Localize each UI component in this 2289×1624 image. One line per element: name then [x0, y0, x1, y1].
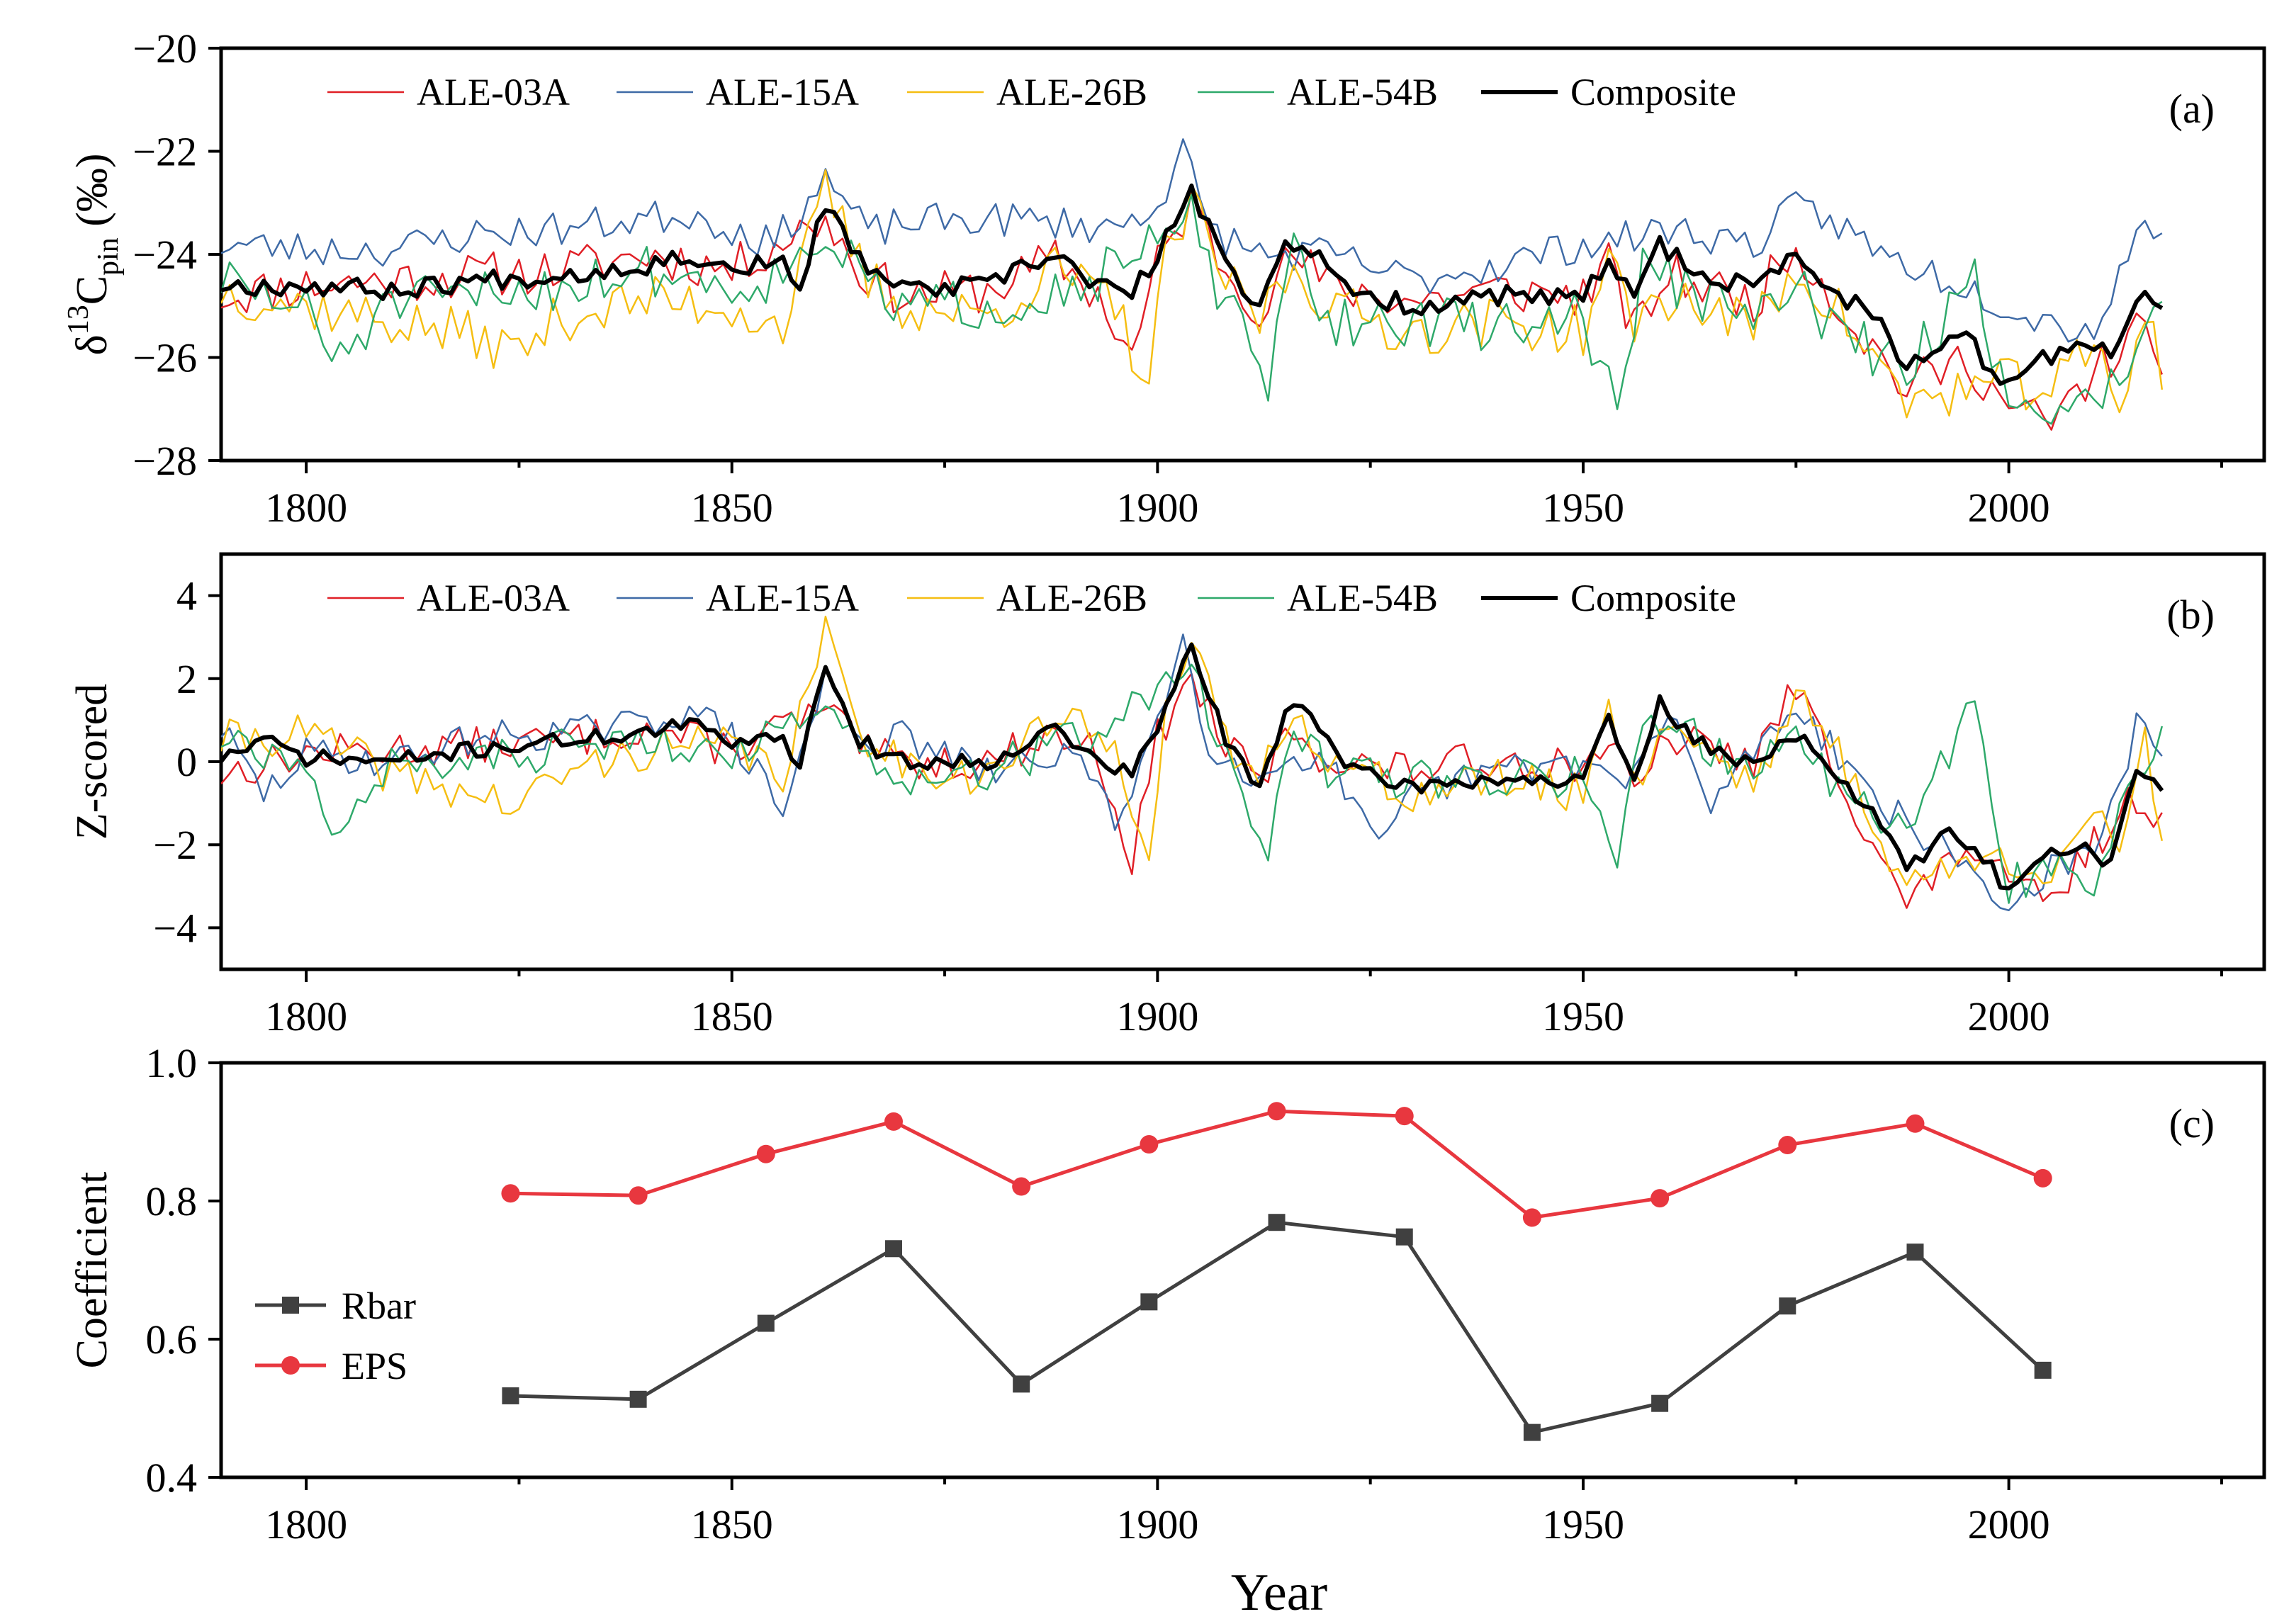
legend-marker-rbar — [282, 1297, 299, 1314]
y-tick-label: −4 — [153, 905, 197, 951]
rbar-point — [1906, 1244, 1924, 1261]
legend-label-ale-15a: ALE-15A — [706, 71, 859, 113]
eps-point — [1395, 1107, 1414, 1126]
rbar-point — [884, 1240, 902, 1258]
y-tick-label: 1.0 — [146, 1040, 198, 1086]
legend-label-ale-54b: ALE-54B — [1287, 577, 1438, 619]
y-tick-label: −20 — [133, 26, 197, 72]
panel-label: (a) — [2169, 86, 2215, 132]
eps-point — [884, 1112, 903, 1131]
legend-label-rbar: Rbar — [342, 1285, 416, 1327]
y-tick-label: −2 — [153, 822, 197, 868]
y-tick-label: 0.4 — [146, 1455, 198, 1501]
y-axis-title: Z-scored — [68, 684, 116, 840]
legend-marker-eps — [281, 1356, 300, 1375]
eps-point — [1906, 1114, 1925, 1133]
series-line-composite — [221, 184, 2164, 386]
y-axis-title-sup: 13 — [62, 305, 95, 334]
y-axis-title-suffix: (‰) — [68, 153, 116, 237]
rbar-point — [1779, 1297, 1796, 1315]
y-tick-label: −28 — [133, 438, 197, 484]
eps-point — [629, 1186, 648, 1205]
legend-label-ale-15a: ALE-15A — [706, 577, 859, 619]
series-line-ale-15a — [221, 633, 2163, 912]
y-axis-title: Coefficient — [68, 1172, 116, 1369]
legend-label-ale-03a: ALE-03A — [417, 71, 570, 113]
rbar-point — [757, 1314, 775, 1332]
eps-point — [1267, 1102, 1286, 1121]
rbar-point — [1395, 1228, 1413, 1246]
plot-area — [501, 1102, 2052, 1441]
eps-point — [1012, 1177, 1031, 1196]
y-tick-label: −26 — [133, 335, 197, 381]
y-tick-label: 0.8 — [146, 1178, 198, 1224]
eps-point — [1650, 1189, 1670, 1208]
y-tick-label: −22 — [133, 129, 197, 175]
panel-c: 0.4 0.6 0.8 1.0 1800 1850 1900 1950 2000 (c) Coeff… — [68, 1040, 2266, 1547]
y-tick-label: 0.6 — [146, 1316, 198, 1363]
panel-b: −4 −2 0 2 4 1800 1850 1900 1950 2000 (b) Z-scored AL… — [68, 552, 2266, 1039]
y-axis-title: δ13Cpin (‰) — [62, 153, 125, 355]
legend-label-composite: Composite — [1570, 577, 1736, 619]
x-tick-label: 2000 — [1968, 993, 2050, 1039]
y-tick-label: 0 — [176, 739, 197, 785]
eps-point — [1522, 1208, 1541, 1227]
legend-label-eps: EPS — [342, 1345, 407, 1387]
series-line-ale-54b — [221, 663, 2164, 904]
series-line-composite — [221, 642, 2164, 891]
x-tick-label: 1850 — [691, 1501, 773, 1547]
series-line-ale-54b — [221, 193, 2163, 425]
rbar-point — [1013, 1375, 1030, 1393]
panel-label: (c) — [2169, 1100, 2215, 1146]
y-tick-label: −24 — [133, 232, 197, 278]
series-line-ale-15a — [221, 138, 2163, 343]
rbar-point — [2034, 1361, 2052, 1379]
y-axis-title-sub: pin — [92, 237, 125, 276]
x-tick-label: 2000 — [1968, 485, 2050, 531]
y-tick-label: 4 — [176, 573, 197, 619]
rbar-point — [502, 1387, 519, 1404]
x-tick-label: 1800 — [265, 485, 347, 531]
x-tick-label: 1900 — [1116, 1501, 1198, 1547]
x-tick-label: 1950 — [1542, 993, 1624, 1039]
x-tick-label: 1950 — [1542, 485, 1624, 531]
x-axis-title: Year — [1231, 1564, 1327, 1622]
x-tick-label: 2000 — [1968, 1501, 2050, 1547]
plot-area — [221, 138, 2164, 431]
legend-label-ale-26b: ALE-26B — [996, 577, 1147, 619]
plot-frame — [219, 1061, 2266, 1479]
x-tick-label: 1900 — [1116, 993, 1198, 1039]
rbar-point — [1651, 1394, 1669, 1412]
rbar-point — [1140, 1293, 1158, 1311]
y-tick-label: 2 — [176, 656, 197, 702]
x-tick-label: 1800 — [265, 993, 347, 1039]
x-tick-label: 1850 — [691, 993, 773, 1039]
panel-a: −28 −26 −24 −22 −20 1800 1850 1900 1950 2000 (a) δ1… — [62, 26, 2266, 531]
eps-point — [2033, 1168, 2052, 1188]
panel-label: (b) — [2166, 592, 2215, 638]
eps-point — [1778, 1136, 1797, 1155]
x-tick-label: 1850 — [691, 485, 773, 531]
y-axis-title-prefix: δ — [68, 334, 116, 355]
x-tick-label: 1900 — [1116, 485, 1198, 531]
legend-label-ale-54b: ALE-54B — [1287, 71, 1438, 113]
legend-label-ale-03a: ALE-03A — [417, 577, 570, 619]
eps-point — [1140, 1135, 1159, 1154]
y-axis-title-main: C — [68, 276, 116, 305]
eps-point — [756, 1144, 775, 1163]
legend-label-ale-26b: ALE-26B — [996, 71, 1147, 113]
eps-point — [501, 1184, 520, 1203]
x-tick-label: 1950 — [1542, 1501, 1624, 1547]
rbar-point — [629, 1390, 647, 1408]
x-tick-label: 1800 — [265, 1501, 347, 1547]
plot-area — [221, 615, 2164, 912]
rbar-point — [1523, 1423, 1541, 1441]
rbar-point — [1268, 1214, 1286, 1231]
legend-label-composite: Composite — [1570, 71, 1736, 113]
